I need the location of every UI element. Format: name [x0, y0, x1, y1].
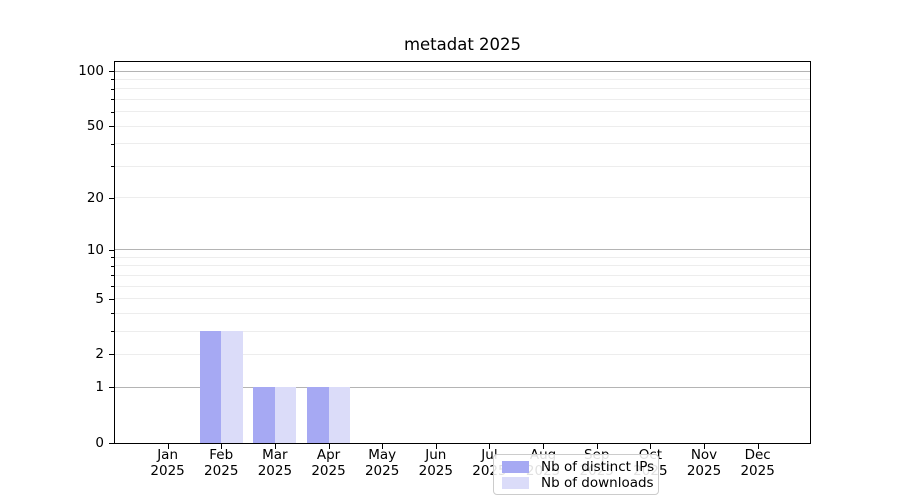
y-minor-tick: [111, 265, 114, 267]
x-tick-month: Nov: [690, 447, 718, 463]
y-tick: [109, 197, 114, 199]
y-minor-tick: [111, 257, 114, 259]
y-minor-tick: [111, 111, 114, 113]
gridline-minor: [115, 143, 810, 145]
x-tick: [650, 444, 652, 449]
y-tick-label: 100: [78, 63, 104, 79]
y-tick: [109, 387, 114, 389]
bar-downloads-apr: [328, 387, 351, 443]
x-tick-year: 2025: [204, 462, 239, 479]
bar-distinct-ips-feb: [199, 331, 222, 443]
x-tick-month: Jan: [157, 447, 178, 463]
y-tick-label: 20: [86, 189, 104, 206]
y-tick: [109, 354, 114, 356]
gridline-major: [115, 386, 810, 388]
y-minor-tick: [111, 331, 114, 333]
x-tick-year: 2025: [150, 462, 185, 479]
x-tick-year: 2025: [686, 462, 722, 479]
y-tick-label: 10: [86, 241, 104, 258]
x-tick-month: Mar: [262, 447, 288, 463]
y-minor-tick: [111, 275, 114, 277]
y-tick: [109, 249, 114, 251]
x-tick-label-nov: Nov 2025: [672, 447, 736, 479]
gridline-minor: [115, 274, 810, 276]
gridline-minor: [115, 88, 810, 90]
gridline-minor: [115, 111, 810, 113]
x-tick-month: May: [368, 447, 397, 463]
y-minor-tick: [111, 99, 114, 101]
x-tick-year: 2025: [311, 462, 346, 479]
bar-downloads-feb: [221, 331, 243, 443]
legend-swatch-distinct-ips: [502, 461, 529, 473]
x-tick: [489, 444, 491, 449]
y-minor-tick: [111, 143, 114, 145]
y-tick-label: 5: [95, 290, 104, 307]
x-tick-label-jan: Jan 2025: [136, 447, 200, 479]
gridline-minor: [115, 165, 810, 167]
x-tick-month: Feb: [209, 447, 234, 463]
plot-area: Nb of distinct IPs Nb of downloads: [114, 61, 811, 495]
y-minor-tick: [111, 286, 114, 288]
y-tick-label: 50: [86, 118, 104, 135]
legend-item-downloads: Nb of downloads: [502, 475, 654, 491]
gridline-minor: [115, 353, 810, 355]
x-tick-month: Jun: [425, 447, 447, 463]
x-tick-month: Dec: [744, 447, 771, 463]
gridline-major: [115, 249, 810, 251]
x-tick: [704, 444, 705, 449]
x-tick-label-mar: Mar 2025: [243, 447, 307, 479]
gridline-minor: [115, 330, 810, 332]
x-tick-label-may: May 2025: [350, 447, 414, 479]
y-tick: [109, 126, 114, 128]
x-tick: [221, 444, 223, 449]
x-tick-label-jun: Jun 2025: [404, 447, 468, 479]
y-tick: [109, 71, 114, 72]
bar-downloads-mar: [274, 387, 297, 443]
x-tick-year: 2025: [740, 462, 775, 479]
x-tick-year: 2025: [364, 462, 400, 479]
x-tick: [757, 444, 759, 449]
y-tick-label: 0: [95, 435, 104, 451]
gridline-minor: [115, 256, 810, 258]
y-minor-tick: [111, 313, 114, 315]
x-tick-month: Apr: [316, 447, 341, 463]
bar-distinct-ips-apr: [307, 387, 329, 443]
x-tick: [274, 444, 276, 449]
x-tick: [543, 444, 545, 449]
y-tick: [109, 443, 114, 444]
legend-swatch-downloads: [502, 477, 529, 489]
y-tick: [109, 298, 114, 300]
legend-label-distinct-ips: Nb of distinct IPs: [541, 459, 655, 475]
gridline-minor: [115, 125, 810, 127]
chart-title: metadat 2025: [403, 35, 522, 54]
legend: Nb of distinct IPs Nb of downloads: [493, 454, 659, 495]
y-minor-tick: [111, 88, 114, 90]
gridline-minor: [115, 285, 810, 287]
legend-label-downloads: Nb of downloads: [541, 475, 654, 491]
x-tick: [328, 444, 330, 449]
x-tick: [435, 444, 437, 449]
gridline-minor: [115, 265, 810, 267]
legend-item-distinct-ips: Nb of distinct IPs: [502, 459, 654, 475]
gridline-minor: [115, 298, 810, 300]
x-tick: [382, 444, 384, 449]
gridline-minor: [115, 98, 810, 100]
y-tick-label: 1: [95, 379, 104, 396]
x-tick-label-apr: Apr 2025: [297, 447, 361, 479]
gridline-minor: [115, 312, 810, 314]
x-tick-label-dec: Dec 2025: [726, 447, 790, 479]
y-tick-label: 2: [95, 346, 104, 363]
gridline-minor: [115, 78, 810, 80]
x-tick: [167, 444, 169, 449]
gridline-minor: [115, 197, 810, 199]
x-tick: [596, 444, 598, 449]
x-tick-label-feb: Feb 2025: [189, 447, 253, 479]
x-tick-year: 2025: [418, 462, 453, 479]
y-minor-tick: [111, 166, 114, 168]
bar-distinct-ips-mar: [253, 387, 275, 443]
y-minor-tick: [111, 79, 114, 81]
gridline-major: [115, 70, 810, 72]
x-tick-year: 2025: [257, 462, 293, 479]
